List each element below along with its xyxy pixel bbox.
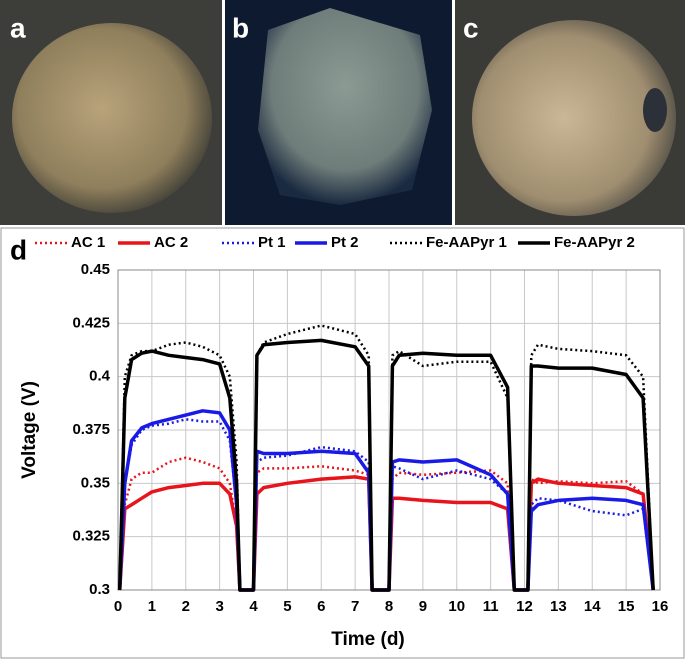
x-tick-label: 2 bbox=[182, 598, 190, 615]
x-tick-label: 6 bbox=[317, 598, 325, 615]
x-tick-label: 12 bbox=[516, 598, 533, 615]
x-tick-label: 7 bbox=[351, 598, 359, 615]
legend-label: Pt 2 bbox=[331, 234, 359, 251]
x-tick-label: 1 bbox=[148, 598, 156, 615]
chart-frame bbox=[0, 227, 685, 659]
legend-label: Fe-AAPyr 2 bbox=[554, 234, 635, 251]
x-tick-label: 4 bbox=[249, 598, 258, 615]
x-tick-label: 0 bbox=[114, 598, 122, 615]
series-line bbox=[117, 409, 655, 592]
y-tick-label: 0.425 bbox=[72, 314, 110, 331]
y-tick-label: 0.4 bbox=[89, 368, 111, 385]
y-tick-label: 0.3 bbox=[89, 581, 110, 598]
photo-c: c bbox=[455, 0, 685, 225]
photo-a: a bbox=[0, 0, 222, 225]
x-tick-label: 15 bbox=[618, 598, 635, 615]
legend-label: Pt 1 bbox=[258, 234, 286, 251]
panel-label: c bbox=[463, 12, 479, 43]
x-tick-label: 11 bbox=[483, 598, 499, 615]
legend-label: Fe-AAPyr 1 bbox=[426, 234, 507, 251]
x-axis-label: Time (d) bbox=[331, 629, 405, 650]
y-tick-label: 0.35 bbox=[81, 474, 110, 491]
y-axis-label: Voltage (V) bbox=[19, 381, 40, 479]
series-line bbox=[117, 338, 655, 592]
series-line bbox=[118, 418, 655, 592]
series-line bbox=[118, 324, 655, 592]
x-tick-label: 8 bbox=[385, 598, 393, 615]
x-tick-label: 10 bbox=[448, 598, 465, 615]
x-tick-label: 14 bbox=[584, 598, 601, 615]
x-tick-label: 9 bbox=[419, 598, 427, 615]
x-tick-label: 16 bbox=[652, 598, 669, 615]
x-tick-label: 13 bbox=[550, 598, 567, 615]
series-line bbox=[118, 456, 655, 592]
photo-b: b bbox=[225, 0, 452, 225]
panel-label: d bbox=[10, 234, 27, 265]
series-line bbox=[117, 475, 655, 592]
y-tick-label: 0.45 bbox=[81, 261, 110, 278]
x-tick-label: 3 bbox=[215, 598, 223, 615]
y-tick-label: 0.325 bbox=[72, 528, 110, 545]
panel-label: b bbox=[232, 12, 249, 43]
x-tick-label: 5 bbox=[283, 598, 291, 615]
legend-label: AC 2 bbox=[154, 234, 188, 251]
legend-label: AC 1 bbox=[71, 234, 105, 251]
panel-label: a bbox=[10, 12, 26, 43]
y-tick-label: 0.375 bbox=[72, 421, 110, 438]
